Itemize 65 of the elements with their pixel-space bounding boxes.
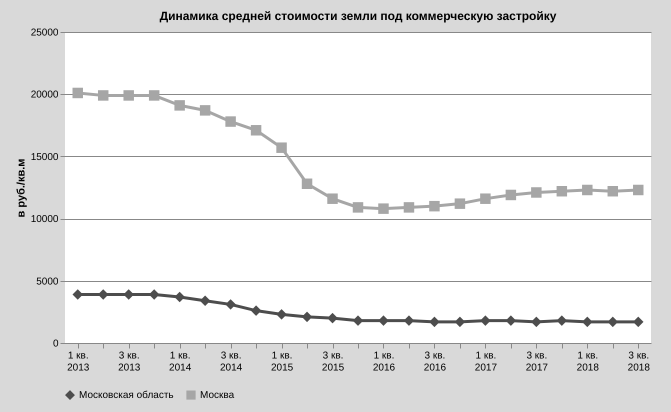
y-axis-title: в руб./кв.м (16, 158, 28, 218)
legend-label: Московская область (79, 390, 174, 402)
point (404, 202, 414, 213)
point (582, 316, 593, 328)
point (225, 116, 236, 127)
y-tick-label: 25000 (30, 28, 59, 38)
x-tick-label: 3 кв. 2015 (322, 350, 345, 374)
x-tick-label: 1 кв. 2018 (576, 350, 600, 374)
point (429, 316, 440, 328)
x-tick-label: 1 кв. 2017 (474, 350, 498, 374)
legend-label: Москва (200, 390, 235, 402)
point (200, 105, 210, 116)
point (250, 305, 262, 316)
point (352, 202, 364, 213)
x-tick-label: 1 кв. 2013 (67, 350, 90, 374)
point (302, 312, 312, 322)
point (454, 198, 466, 209)
x-tick-label: 3 кв. 2013 (118, 350, 141, 374)
point (556, 315, 568, 326)
point (302, 178, 312, 190)
x-tick-label: 3 кв. 2017 (526, 350, 548, 374)
point (506, 315, 516, 326)
point (98, 90, 108, 101)
x-tick-label: 3 кв. 2014 (220, 350, 243, 374)
y-tick-label: 0 (52, 338, 59, 350)
y-tick-label: 20000 (30, 90, 59, 101)
x-tick-label: 3 кв. 2016 (424, 350, 446, 374)
point (174, 292, 185, 302)
chart-title: Динамика средней стоимости земли под коммерческую застройку (160, 9, 557, 23)
point (174, 100, 185, 111)
point (531, 187, 542, 198)
point (404, 315, 414, 326)
point (480, 193, 491, 204)
point (276, 309, 287, 320)
point (531, 316, 542, 328)
point (352, 315, 364, 326)
point (250, 125, 262, 136)
point (633, 316, 644, 328)
point (72, 289, 83, 300)
point (582, 184, 593, 196)
y-tick-label: 10000 (30, 214, 59, 226)
x-tick-label: 1 кв. 2014 (169, 350, 192, 374)
point (123, 90, 134, 101)
point (72, 88, 83, 98)
point (608, 186, 618, 196)
point (276, 142, 287, 153)
point (608, 316, 618, 328)
point (225, 299, 236, 310)
point (200, 295, 210, 306)
x-tick-label: 1 кв. 2015 (270, 350, 294, 374)
point (148, 90, 160, 101)
x-tick-label: 3 кв. 2018 (628, 350, 650, 374)
point (327, 193, 338, 204)
point (429, 200, 440, 212)
point (480, 315, 491, 326)
point (327, 312, 338, 324)
point (506, 190, 516, 200)
point (454, 316, 466, 328)
y-tick-label: 15000 (30, 152, 59, 163)
point (378, 315, 389, 326)
point (556, 186, 568, 196)
point (378, 203, 389, 214)
y-tick-label: 5000 (36, 276, 59, 288)
x-tick-label: 1 кв. 2016 (372, 350, 396, 374)
point (633, 184, 644, 196)
